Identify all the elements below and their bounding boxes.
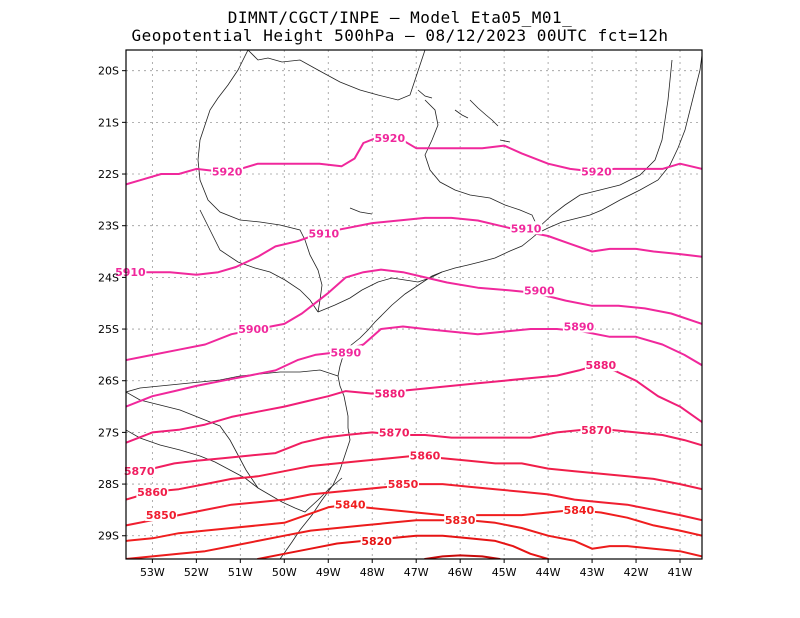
- contour-label-bg: [237, 322, 270, 336]
- contour-5840: [126, 503, 702, 542]
- state-border-sc-rs: [126, 429, 343, 513]
- contour-5910: [126, 216, 702, 276]
- contour-label-5850: 5850: [388, 478, 419, 491]
- contour-label-bg: [329, 345, 362, 359]
- contour-label-bg: [387, 477, 420, 491]
- lat-tick-label: 26S: [98, 375, 119, 388]
- contour-label-5860: 5860: [137, 486, 168, 499]
- contour-label-5920: 5920: [581, 165, 612, 178]
- contour-5870: [126, 428, 702, 475]
- lon-tick-label: 44W: [536, 566, 561, 579]
- contour-label-bg: [136, 484, 169, 498]
- contour-label-bg: [211, 164, 244, 178]
- contour-label-5840: 5840: [564, 504, 595, 517]
- border-argentina: [126, 391, 259, 489]
- state-border-pr-sc: [126, 369, 339, 393]
- lon-tick-label: 42W: [624, 566, 649, 579]
- contour-label-layer: 5920 5920 5920 5910 5910 5910 5900 5900 5890 5890…: [114, 130, 617, 548]
- contour-label-5920: 5920: [375, 132, 406, 145]
- lon-tick-label: 41W: [668, 566, 693, 579]
- plot-frame: [125, 49, 703, 560]
- contour-label-bg: [580, 164, 613, 178]
- contour-label-bg: [360, 533, 393, 547]
- contour-label-bg: [580, 422, 613, 436]
- contour-label-bg: [562, 319, 595, 333]
- contour-label-bg: [307, 226, 340, 240]
- contour-label-5880: 5880: [586, 359, 617, 372]
- lat-tick-label: 20S: [98, 65, 119, 78]
- contour-5900: [126, 268, 702, 362]
- contour-label-bg: [562, 502, 595, 516]
- map-title-line-1: DIMNT/CGCT/INPE – Model Eta05_M01_: [227, 8, 573, 27]
- lat-tick-label: 21S: [98, 116, 119, 129]
- contour-label-bg: [114, 265, 147, 279]
- contour-label-bg: [145, 508, 178, 522]
- contour-label-5850: 5850: [146, 509, 177, 522]
- state-border-mg-sp: [247, 50, 426, 101]
- lon-tick-label: 46W: [448, 566, 473, 579]
- lon-tick-label: 43W: [580, 566, 605, 579]
- coastline: [279, 54, 702, 559]
- lat-tick-label: 29S: [98, 530, 119, 543]
- contour-label-bg: [334, 497, 367, 511]
- contour-label-5880: 5880: [375, 388, 406, 401]
- state-border-sp-mg-rj: [424, 99, 539, 229]
- contour-label-bg: [408, 448, 441, 462]
- contour-5820: [256, 534, 550, 559]
- longitude-axis: 53W 52W 51W 50W 49W 48W 47W 46W 45W 44W 43W 42W 41W: [140, 559, 693, 579]
- political-boundaries: [126, 50, 702, 559]
- lat-tick-label: 28S: [98, 478, 119, 491]
- contour-label-5840: 5840: [335, 499, 366, 512]
- lat-tick-label: 27S: [98, 426, 119, 439]
- latitude-axis: 20S 21S 22S 23S 24S 25S 26S 27S 28S 29S: [98, 65, 126, 543]
- contour-label-bg: [123, 464, 156, 478]
- contour-label-5920: 5920: [212, 165, 243, 178]
- contour-label-5890: 5890: [564, 320, 595, 333]
- state-border-sp-ms: [197, 50, 323, 313]
- lon-tick-label: 52W: [184, 566, 209, 579]
- contour-5890: [126, 325, 702, 408]
- contour-label-bg: [523, 283, 556, 297]
- contour-label-5820: 5820: [361, 535, 392, 548]
- contour-label-bg: [378, 425, 411, 439]
- contour-label-bg: [584, 358, 617, 372]
- lon-tick-label: 53W: [140, 566, 165, 579]
- lake-islands: [349, 89, 511, 215]
- border-paraguay: [199, 209, 319, 313]
- contour-5810: [424, 554, 501, 559]
- contour-label-5870: 5870: [581, 424, 612, 437]
- lon-tick-label: 49W: [316, 566, 341, 579]
- contour-label-5870: 5870: [124, 465, 155, 478]
- lon-tick-label: 50W: [272, 566, 297, 579]
- contour-label-5910: 5910: [511, 222, 542, 235]
- lat-tick-label: 22S: [98, 168, 119, 181]
- lon-tick-label: 45W: [492, 566, 517, 579]
- contour-label-5900: 5900: [238, 323, 269, 336]
- contour-label-5860: 5860: [410, 450, 441, 463]
- contour-label-bg: [510, 221, 543, 235]
- contour-label-5910: 5910: [309, 227, 340, 240]
- lat-tick-label: 24S: [98, 271, 119, 284]
- contour-label-5890: 5890: [331, 346, 362, 359]
- map-title-line-2: Geopotential Height 500hPa – 08/12/2023 …: [131, 26, 669, 45]
- contour-label-5910: 5910: [115, 266, 146, 279]
- contour-5830: [126, 519, 702, 559]
- contour-label-bg: [444, 513, 477, 527]
- lat-tick-label: 23S: [98, 220, 119, 233]
- contour-label-5900: 5900: [524, 284, 555, 297]
- contour-label-5830: 5830: [445, 514, 476, 527]
- lon-tick-label: 48W: [360, 566, 385, 579]
- state-border-mg-rj-es: [537, 59, 673, 229]
- lon-tick-label: 47W: [404, 566, 429, 579]
- contour-label-bg: [373, 130, 406, 144]
- contour-label-5870: 5870: [379, 426, 410, 439]
- lat-tick-label: 25S: [98, 323, 119, 336]
- contour-label-bg: [373, 386, 406, 400]
- state-border-pr-sp: [317, 271, 443, 313]
- lon-tick-label: 51W: [228, 566, 253, 579]
